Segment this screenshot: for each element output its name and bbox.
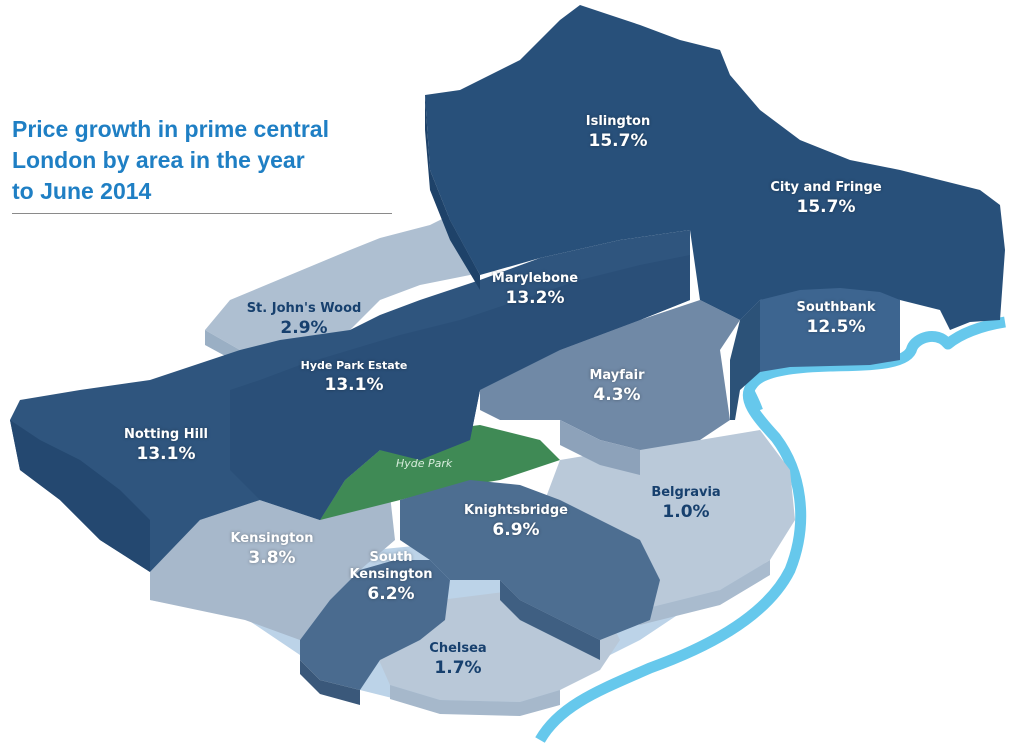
area-growth: 13.2% xyxy=(505,288,565,308)
area-name: Southbank xyxy=(796,300,876,315)
area-name: Notting Hill xyxy=(123,427,209,442)
river xyxy=(535,316,1006,743)
label-notting-hill: Notting Hill 13.1% xyxy=(124,426,208,466)
area-name: Islington xyxy=(585,114,651,129)
area-growth: 15.7% xyxy=(796,197,856,217)
park-shape xyxy=(320,425,560,520)
title-line-2: London by area in the year xyxy=(12,147,305,173)
area-mayfair-shape xyxy=(480,300,740,450)
park-label: Hyde Park xyxy=(396,457,453,470)
area-growth: 1.7% xyxy=(434,658,482,678)
title-divider xyxy=(12,213,392,214)
title-line-1: Price growth in prime central xyxy=(12,116,329,142)
area-growth: 1.0% xyxy=(662,502,710,522)
label-islington: Islington 15.7% xyxy=(586,113,650,153)
area-name: Knightsbridge xyxy=(464,503,568,518)
area-growth: 12.5% xyxy=(806,317,866,337)
area-kensington-shape xyxy=(150,490,395,640)
area-name: Belgravia xyxy=(651,485,721,500)
area-st-johns-wood-shape xyxy=(205,215,500,350)
area-knightsbridge-shape xyxy=(400,480,660,640)
figure-title: Price growth in prime central London by … xyxy=(12,114,392,207)
area-name: Mayfair xyxy=(589,368,645,383)
title-line-3: to June 2014 xyxy=(12,178,152,204)
label-chelsea: Chelsea 1.7% xyxy=(429,640,486,680)
area-growth: 2.9% xyxy=(280,318,328,338)
label-st-johns-wood: St. John's Wood 2.9% xyxy=(247,300,362,340)
area-name: St. John's Wood xyxy=(246,301,362,316)
label-city-and-fringe: City and Fringe 15.7% xyxy=(770,179,881,219)
label-kensington: Kensington 3.8% xyxy=(230,530,313,570)
area-southbank-shape xyxy=(740,288,900,372)
label-marylebone: Marylebone 13.2% xyxy=(492,270,578,310)
area-name: Kensington xyxy=(230,531,314,546)
label-hyde-park-estate: Hyde Park Estate 13.1% xyxy=(301,357,408,397)
area-growth: 3.8% xyxy=(248,548,296,568)
label-southbank: Southbank 12.5% xyxy=(797,299,876,339)
area-name: Hyde Park Estate xyxy=(300,359,408,372)
area-south-kensington-shape xyxy=(300,560,450,690)
area-growth: 13.1% xyxy=(136,444,196,464)
label-mayfair: Mayfair 4.3% xyxy=(589,367,644,407)
area-growth: 6.2% xyxy=(367,584,415,604)
area-name: Marylebone xyxy=(491,271,579,286)
label-knightsbridge: Knightsbridge 6.9% xyxy=(464,502,568,542)
area-islington-shape xyxy=(425,5,1005,330)
area-name-line-1: South xyxy=(369,550,413,565)
area-growth: 6.9% xyxy=(492,520,540,540)
area-name: City and Fringe xyxy=(770,180,882,195)
area-name: Chelsea xyxy=(429,641,487,656)
area-growth: 15.7% xyxy=(588,131,648,151)
area-growth: 13.1% xyxy=(324,375,384,395)
area-growth: 4.3% xyxy=(593,385,641,405)
label-belgravia: Belgravia 1.0% xyxy=(651,484,720,524)
label-south-kensington: South Kensington 6.2% xyxy=(349,549,432,606)
area-name-line-2: Kensington xyxy=(349,567,433,582)
